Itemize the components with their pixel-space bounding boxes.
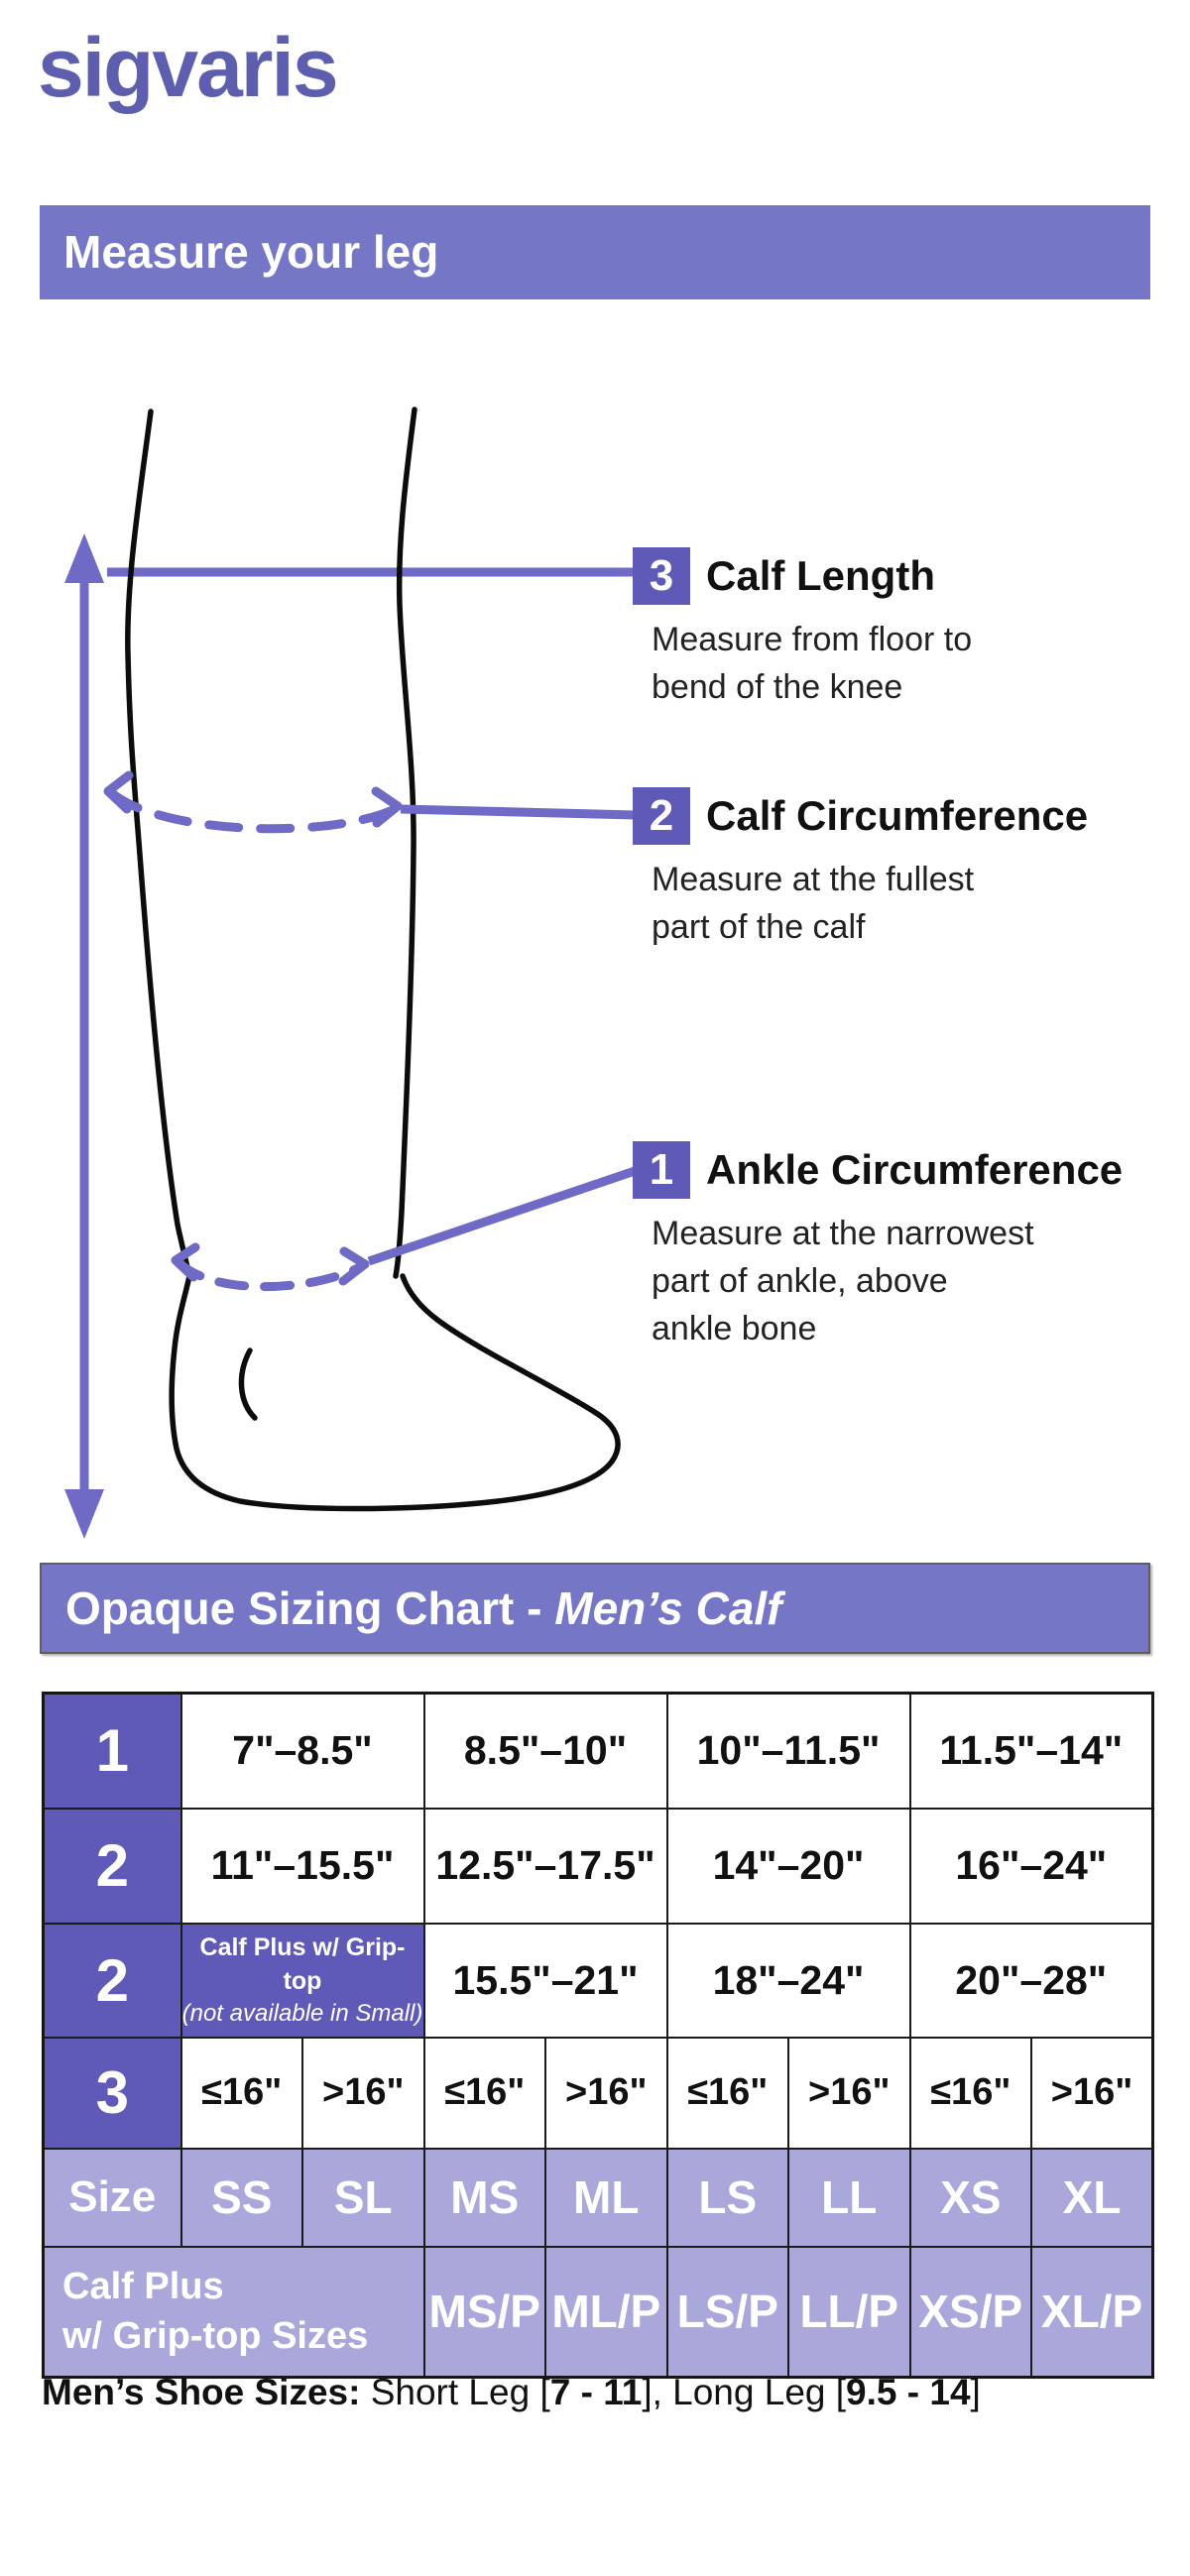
size-code: LS <box>665 2147 790 2248</box>
sizing-chart-title: Opaque Sizing Chart - <box>65 1582 555 1634</box>
size-code: XS <box>908 2147 1033 2248</box>
table-row-size: Size SS SL MS ML LS LL XS XL <box>42 2147 1154 2248</box>
shoe-sizes-text: Short Leg [ <box>360 2372 550 2412</box>
annotation-title: Ankle Circumference <box>706 1146 1124 1193</box>
annotation-header: 1 Ankle Circumference <box>633 1141 1168 1199</box>
size-code: SS <box>179 2147 303 2248</box>
ankle-threshold: ≤16" <box>665 2036 790 2150</box>
vertical-measure-arrow <box>64 533 104 1539</box>
ankle-threshold: >16" <box>1030 2036 1154 2150</box>
ankle-threshold: ≤16" <box>908 2036 1033 2150</box>
ankle-threshold: ≤16" <box>179 2036 303 2150</box>
calf-plus-size-code: LS/P <box>665 2245 790 2379</box>
row-badge: 2 <box>42 1807 182 1925</box>
annotation-title: Calf Length <box>706 552 935 599</box>
size-code: ML <box>544 2147 668 2248</box>
ankle-circumference-pointer <box>367 1166 637 1266</box>
sizing-table: 1 7"–8.5" 8.5"–10" 10"–11.5" 11.5"–14" 2… <box>42 1692 1155 2379</box>
shoe-sizes-label: Men’s Shoe Sizes: <box>42 2372 361 2412</box>
calf-plus-sizes-label: Calf Plus w/ Grip-top Sizes <box>42 2245 425 2379</box>
size-row-label: Size <box>42 2147 182 2248</box>
size-code: MS <box>422 2147 547 2248</box>
ankle-circumference-arc <box>171 1242 370 1292</box>
calf-plus-size-code: XS/P <box>908 2245 1033 2379</box>
leg-drawing <box>64 407 637 1539</box>
table-row-ankle: 3 ≤16" >16" ≤16" >16" ≤16" >16" ≤16" >16… <box>42 2036 1154 2150</box>
calf-length-range: 10"–11.5" <box>665 1692 911 1810</box>
table-row-calf-plus-sizes: Calf Plus w/ Grip-top Sizes MS/P ML/P LS… <box>42 2245 1154 2379</box>
calf-circumference-range: 14"–20" <box>665 1807 911 1925</box>
ankle-threshold: >16" <box>301 2036 425 2150</box>
calf-plus-size-code: MS/P <box>422 2245 547 2379</box>
annotation-ankle-circumference: 1 Ankle Circumference Measure at the nar… <box>633 1141 1168 1352</box>
calf-plus-size-code: ML/P <box>544 2245 668 2379</box>
measure-section-title: Measure your leg <box>63 226 439 278</box>
annotation-calf-length: 3 Calf Length Measure from floor to bend… <box>633 547 1168 711</box>
size-code: SL <box>301 2147 425 2248</box>
annotation-description: Measure at the narrowest part of ankle, … <box>652 1215 1034 1347</box>
calf-plus-note: (not available in Small) <box>181 2000 423 2027</box>
calf-length-range: 11.5"–14" <box>908 1692 1154 1810</box>
calf-circumference-range: 16"–24" <box>908 1807 1154 1925</box>
annotation-calf-circumference: 2 Calf Circumference Measure at the full… <box>633 787 1168 951</box>
annotation-description: Measure at the fullest part of the calf <box>652 861 975 946</box>
size-code: XL <box>1030 2147 1154 2248</box>
leg-measurement-diagram: 3 Calf Length Measure from floor to bend… <box>0 327 1190 1563</box>
table-row-calf-plus: 2 Calf Plus w/ Grip-top (not available i… <box>42 1922 1154 2039</box>
calf-plus-range: 18"–24" <box>665 1922 911 2039</box>
calf-circumference-pointer <box>400 804 636 820</box>
heel-accent <box>238 1347 258 1421</box>
ankle-threshold: ≤16" <box>422 2036 547 2150</box>
annotation-header: 3 Calf Length <box>633 547 1168 605</box>
calf-plus-label-cell: Calf Plus w/ Grip-top (not available in … <box>179 1922 425 2039</box>
size-code: LL <box>787 2147 911 2248</box>
calf-plus-size-code: LL/P <box>787 2245 911 2379</box>
step-3-badge: 3 <box>633 547 690 605</box>
table-row-calf-length: 1 7"–8.5" 8.5"–10" 10"–11.5" 11.5"–14" <box>42 1692 1154 1810</box>
row-badge: 3 <box>42 2036 182 2150</box>
sizing-chart-title-variant: Men’s Calf <box>554 1582 782 1634</box>
calf-circumference-range: 12.5"–17.5" <box>422 1807 668 1925</box>
long-leg-range: 9.5 - 14 <box>846 2372 971 2412</box>
calf-length-range: 8.5"–10" <box>422 1692 668 1810</box>
step-2-badge: 2 <box>633 787 690 845</box>
annotation-header: 2 Calf Circumference <box>633 787 1168 845</box>
calf-plus-range: 15.5"–21" <box>422 1922 668 2039</box>
calf-plus-size-code: XL/P <box>1030 2245 1154 2379</box>
row-badge: 2 <box>42 1922 182 2039</box>
calf-plus-range: 20"–28" <box>908 1922 1154 2039</box>
short-leg-range: 7 - 11 <box>549 2372 643 2412</box>
brand-logo: sigvaris <box>38 21 339 114</box>
ankle-threshold: >16" <box>544 2036 668 2150</box>
ankle-threshold: >16" <box>787 2036 911 2150</box>
annotation-description: Measure from floor to bend of the knee <box>652 621 973 706</box>
measure-section-header: Measure your leg <box>40 205 1150 299</box>
row-badge: 1 <box>42 1692 182 1810</box>
leg-outline <box>125 407 621 1512</box>
calf-circumference-arc <box>103 770 403 834</box>
sizing-chart-header: Opaque Sizing Chart - Men’s Calf <box>40 1563 1150 1654</box>
shoe-sizes-text: ] <box>970 2372 981 2412</box>
calf-length-range: 7"–8.5" <box>179 1692 425 1810</box>
calf-plus-label: Calf Plus w/ Grip-top <box>199 1933 406 1995</box>
step-1-badge: 1 <box>633 1141 690 1199</box>
shoe-sizes-note: Men’s Shoe Sizes: Short Leg [7 - 11], Lo… <box>42 2372 981 2413</box>
calf-circumference-range: 11"–15.5" <box>179 1807 425 1925</box>
table-row-calf-circumference: 2 11"–15.5" 12.5"–17.5" 14"–20" 16"–24" <box>42 1807 1154 1925</box>
annotation-title: Calf Circumference <box>706 792 1089 839</box>
shoe-sizes-text: ], Long Leg [ <box>642 2372 847 2412</box>
